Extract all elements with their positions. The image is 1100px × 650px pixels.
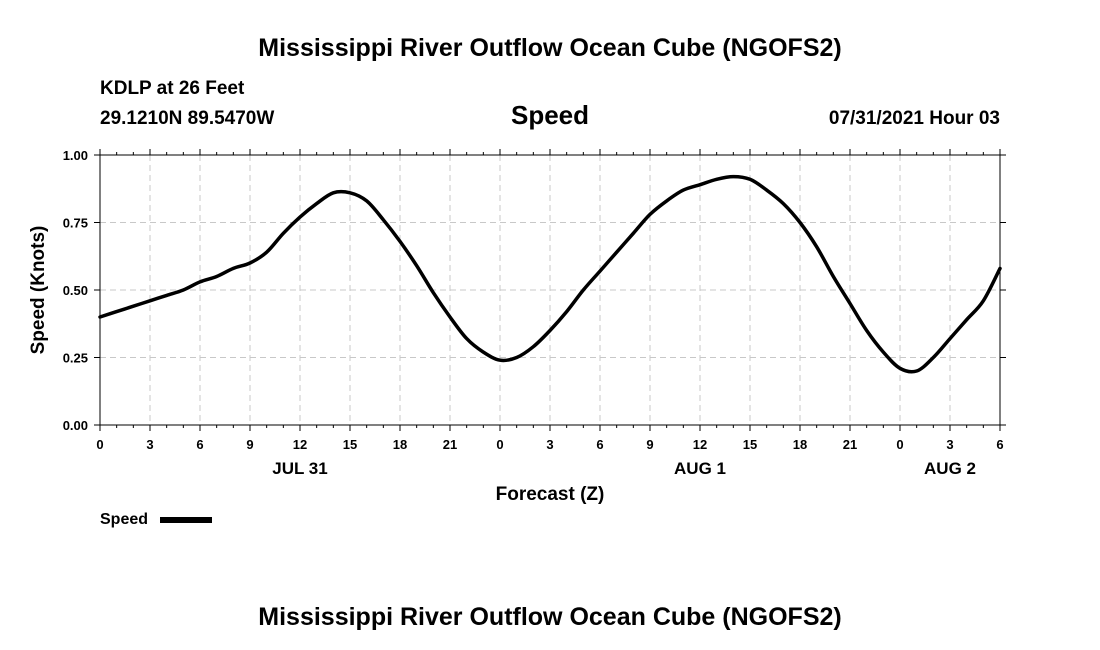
timestamp-label: 07/31/2021 Hour 03 <box>829 108 1000 129</box>
x-tick-label: 3 <box>946 437 953 452</box>
date-label: JUL 31 <box>272 459 327 478</box>
x-tick-label: 12 <box>293 437 307 452</box>
x-tick-label: 6 <box>596 437 603 452</box>
x-tick-label: 15 <box>343 437 357 452</box>
x-tick-label: 6 <box>996 437 1003 452</box>
x-tick-label: 21 <box>443 437 457 452</box>
x-tick-label: 15 <box>743 437 757 452</box>
legend-swatch <box>160 517 212 523</box>
chart-title: Mississippi River Outflow Ocean Cube (NG… <box>258 34 841 62</box>
x-tick-label: 21 <box>843 437 857 452</box>
legend-label: Speed <box>100 511 148 528</box>
x-tick-label: 12 <box>693 437 707 452</box>
y-tick-label: 0.00 <box>63 418 88 433</box>
x-tick-label: 18 <box>393 437 407 452</box>
x-tick-label: 9 <box>646 437 653 452</box>
x-tick-label: 0 <box>896 437 903 452</box>
y-tick-label: 1.00 <box>63 148 88 163</box>
y-tick-label: 0.50 <box>63 283 88 298</box>
x-tick-label: 0 <box>96 437 103 452</box>
legend: Speed <box>100 511 212 528</box>
tick-labels: 0 3 6 9 12 15 18 21 0 3 6 9 12 15 18 21 0 3 6 0.00 0.25 0.50 0… <box>63 148 1004 478</box>
x-tick-label: 3 <box>546 437 553 452</box>
footer-title: Mississippi River Outflow Ocean Cube (NG… <box>258 603 841 631</box>
x-axis-title: Forecast (Z) <box>496 484 605 505</box>
grid-lines <box>100 155 1000 425</box>
x-tick-label: 6 <box>196 437 203 452</box>
x-tick-label: 9 <box>246 437 253 452</box>
coordinates-label: 29.1210N 89.5470W <box>100 108 274 129</box>
date-label: AUG 1 <box>674 459 726 478</box>
speed-series-line <box>98 174 1002 374</box>
x-tick-label: 18 <box>793 437 807 452</box>
y-tick-label: 0.25 <box>63 351 88 366</box>
y-axis-title: Speed (Knots) <box>28 226 49 355</box>
y-tick-label: 0.75 <box>63 216 88 231</box>
date-label: AUG 2 <box>924 459 976 478</box>
variable-title: Speed <box>511 100 589 130</box>
x-tick-label: 0 <box>496 437 503 452</box>
axes <box>94 149 1006 431</box>
station-label: KDLP at 26 Feet <box>100 78 245 99</box>
series-layer <box>98 174 1002 374</box>
x-tick-label: 3 <box>146 437 153 452</box>
